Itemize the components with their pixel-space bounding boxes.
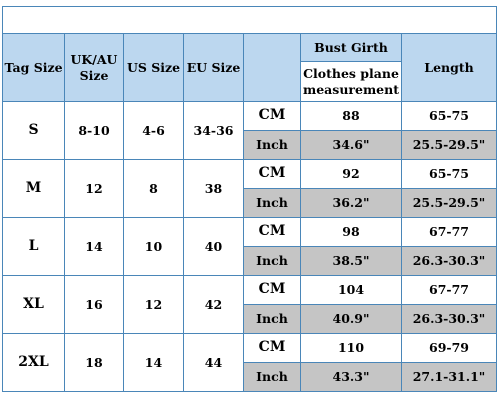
uk-au-size-cell: 12	[65, 160, 124, 218]
length-cm-cell: 65-75	[402, 102, 497, 131]
bust-cm-cell: 104	[301, 276, 402, 305]
unit-cm-cell: CM	[244, 334, 301, 363]
bust-inch-cell: 36.2"	[301, 189, 402, 218]
clothes-plane-header: Clothes plane measurement	[301, 62, 402, 102]
length-cm-cell: 69-79	[402, 334, 497, 363]
length-header: Length	[402, 34, 497, 102]
uk-au-size-header: UK/AU Size	[65, 34, 124, 102]
tag-size-cell: XL	[3, 276, 65, 334]
eu-size-cell: 42	[184, 276, 244, 334]
eu-size-cell: 44	[184, 334, 244, 392]
length-inch-cell: 26.3-30.3"	[402, 247, 497, 276]
uk-au-size-header-text: UK/AU Size	[71, 52, 118, 83]
us-size-cell: 10	[124, 218, 184, 276]
uk-au-size-cell: 18	[65, 334, 124, 392]
length-cm-cell: 67-77	[402, 276, 497, 305]
tag-size-header: Tag Size	[3, 34, 65, 102]
size-row-cm: L 14 10 40 CM 98 67-77	[3, 218, 497, 247]
bust-cm-cell: 88	[301, 102, 402, 131]
unit-inch-cell: Inch	[244, 305, 301, 334]
bust-cm-cell: 98	[301, 218, 402, 247]
tag-size-cell: M	[3, 160, 65, 218]
uk-au-size-cell: 16	[65, 276, 124, 334]
bust-inch-cell: 43.3"	[301, 363, 402, 392]
size-row-cm: M 12 8 38 CM 92 65-75	[3, 160, 497, 189]
length-inch-cell: 27.1-31.1"	[402, 363, 497, 392]
size-row-cm: S 8-10 4-6 34-36 CM 88 65-75	[3, 102, 497, 131]
bust-girth-header: Bust Girth	[301, 34, 402, 62]
unit-inch-cell: Inch	[244, 247, 301, 276]
length-cm-cell: 65-75	[402, 160, 497, 189]
uk-au-size-cell: 14	[65, 218, 124, 276]
blank-top-row	[3, 7, 497, 34]
uk-au-size-cell: 8-10	[65, 102, 124, 160]
bust-cm-cell: 110	[301, 334, 402, 363]
blank-top-cell	[3, 7, 497, 34]
bust-cm-cell: 92	[301, 160, 402, 189]
tag-size-cell: 2XL	[3, 334, 65, 392]
us-size-header: US Size	[124, 34, 184, 102]
length-inch-cell: 25.5-29.5"	[402, 189, 497, 218]
us-size-cell: 8	[124, 160, 184, 218]
us-size-cell: 4-6	[124, 102, 184, 160]
tag-size-cell: S	[3, 102, 65, 160]
unit-cm-cell: CM	[244, 102, 301, 131]
bust-inch-cell: 34.6"	[301, 131, 402, 160]
eu-size-cell: 34-36	[184, 102, 244, 160]
eu-size-cell: 40	[184, 218, 244, 276]
length-inch-cell: 26.3-30.3"	[402, 305, 497, 334]
bust-inch-cell: 38.5"	[301, 247, 402, 276]
header-row: Tag Size UK/AU Size US Size EU Size Bust…	[3, 34, 497, 62]
size-row-cm: XL 16 12 42 CM 104 67-77	[3, 276, 497, 305]
us-size-cell: 14	[124, 334, 184, 392]
size-chart-table: Tag Size UK/AU Size US Size EU Size Bust…	[2, 6, 497, 392]
unit-cm-cell: CM	[244, 160, 301, 189]
eu-size-cell: 38	[184, 160, 244, 218]
bust-inch-cell: 40.9"	[301, 305, 402, 334]
tag-size-cell: L	[3, 218, 65, 276]
unit-inch-cell: Inch	[244, 363, 301, 392]
unit-inch-cell: Inch	[244, 131, 301, 160]
length-inch-cell: 25.5-29.5"	[402, 131, 497, 160]
unit-inch-cell: Inch	[244, 189, 301, 218]
length-cm-cell: 67-77	[402, 218, 497, 247]
size-row-cm: 2XL 18 14 44 CM 110 69-79	[3, 334, 497, 363]
unit-cm-cell: CM	[244, 276, 301, 305]
eu-size-header: EU Size	[184, 34, 244, 102]
unit-header	[244, 34, 301, 102]
unit-cm-cell: CM	[244, 218, 301, 247]
us-size-cell: 12	[124, 276, 184, 334]
